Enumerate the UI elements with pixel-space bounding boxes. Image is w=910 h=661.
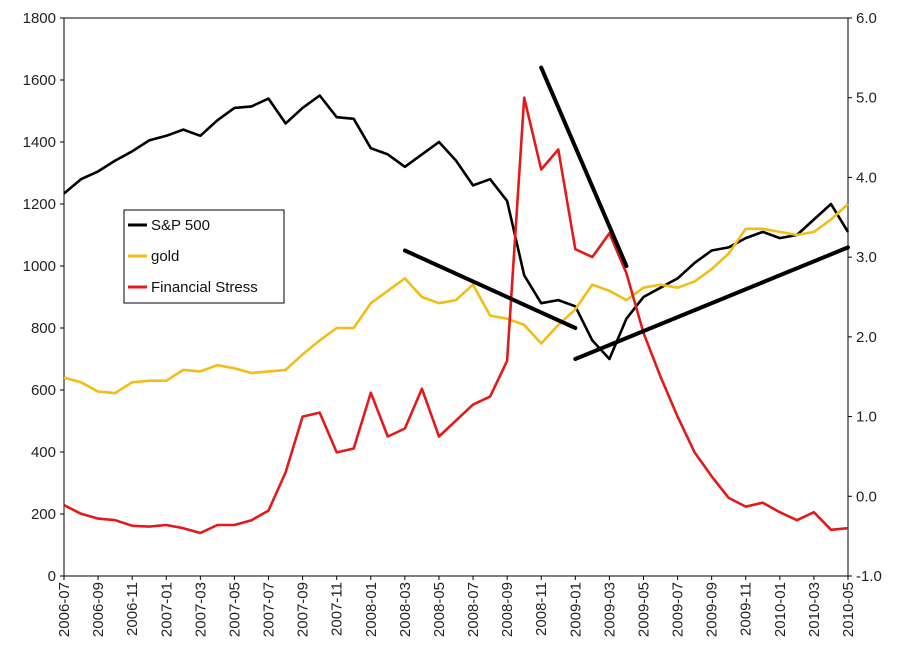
right-tick-label: 3.0: [856, 249, 877, 266]
series-line-financial-stress: [63, 96, 849, 535]
x-tick-label: 2007-05: [226, 582, 243, 637]
series-line-s-p-500: [63, 94, 850, 361]
right-axis: -1.0 0.0 1.0 2.0 3.0 4.0 5.0 6.0: [848, 10, 882, 585]
x-tick-label: 2009-07: [670, 582, 687, 637]
x-tick-label: 2010-01: [772, 582, 789, 637]
left-tick-label: 400: [31, 444, 56, 461]
x-tick-label: 2007-07: [261, 582, 278, 637]
x-tick-label: 2006-09: [90, 582, 107, 637]
left-tick-label: 1200: [23, 196, 56, 213]
right-tick-label: 1.0: [856, 409, 877, 426]
x-tick-label: 2009-11: [738, 582, 755, 636]
trend-line-2: [539, 65, 629, 268]
trend-line-1: [402, 248, 578, 330]
x-tick-label: 2007-11: [329, 582, 346, 636]
right-tick-label: 0.0: [856, 488, 877, 505]
x-tick-label: 2008-05: [431, 582, 448, 637]
x-tick-label: 2008-09: [499, 582, 516, 637]
x-tick-label: 2009-05: [635, 582, 652, 637]
left-tick-label: 1600: [23, 72, 56, 89]
x-tick-label: 2009-03: [601, 582, 618, 637]
legend-label-sp500: S&P 500: [151, 217, 210, 234]
legend-box: [123, 209, 285, 304]
series-line-gold: [63, 203, 849, 395]
legend-label-gold: gold: [151, 248, 179, 265]
right-tick-label: 6.0: [856, 10, 877, 27]
left-tick-label: 1400: [23, 134, 56, 151]
x-axis: 2006-07 2006-09 2006-11 2007-01 2007-03 2007-…: [56, 576, 857, 637]
legend: S&P 500 gold Financial Stress: [123, 209, 285, 304]
x-tick-label: 2008-07: [465, 582, 482, 637]
x-tick-label: 2007-03: [192, 582, 209, 637]
x-tick-label: 2010-03: [806, 582, 823, 637]
legend-label-financial-stress: Financial Stress: [151, 279, 258, 296]
x-tick-label: 2010-05: [840, 582, 857, 637]
x-tick-label: 2008-03: [397, 582, 414, 637]
left-tick-label: 200: [31, 506, 56, 523]
left-tick-label: 800: [31, 320, 56, 337]
trend-line-3: [573, 245, 850, 361]
x-tick-label: 2007-09: [295, 582, 312, 637]
x-tick-label: 2008-11: [533, 582, 550, 636]
x-tick-label: 2009-01: [567, 582, 584, 637]
annotation-layer: [402, 65, 850, 361]
x-tick-label: 2008-01: [363, 582, 380, 637]
x-tick-label: 2006-07: [56, 582, 73, 637]
x-tick-label: 2006-11: [124, 582, 141, 636]
left-tick-label: 1000: [23, 258, 56, 275]
right-tick-label: -1.0: [856, 568, 882, 585]
left-axis: 0 200 400 600 800 1000 1200 1400 1600 1800: [23, 10, 64, 585]
right-tick-label: 2.0: [856, 329, 877, 346]
left-tick-label: 0: [48, 568, 56, 585]
x-tick-label: 2007-01: [158, 582, 175, 637]
right-tick-label: 5.0: [856, 90, 877, 107]
left-tick-label: 600: [31, 382, 56, 399]
left-tick-label: 1800: [23, 10, 56, 27]
series-layer: [63, 94, 850, 535]
right-tick-label: 4.0: [856, 169, 877, 186]
x-tick-label: 2009-09: [704, 582, 721, 637]
